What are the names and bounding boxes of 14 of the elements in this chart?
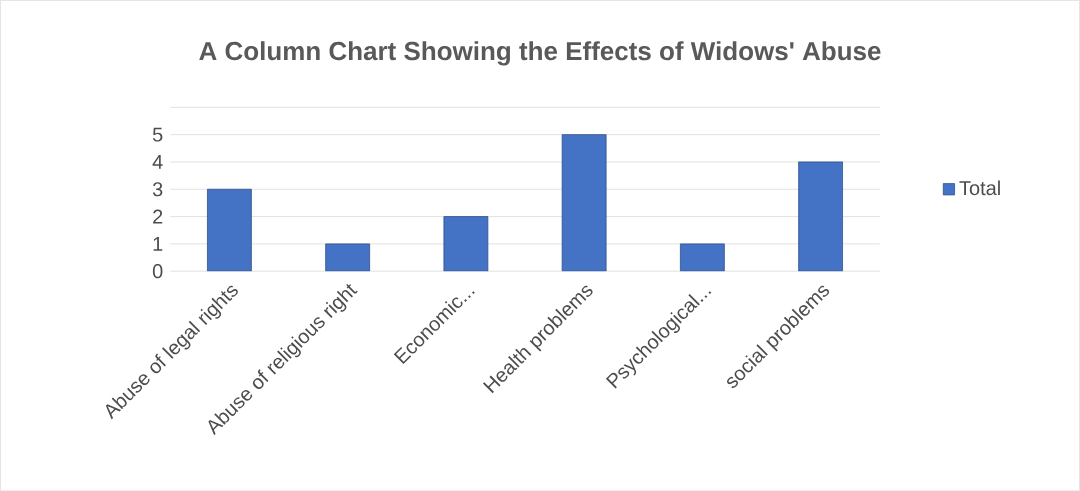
- legend-label: Total: [959, 180, 1000, 195]
- bar: [207, 188, 252, 271]
- bar: [561, 134, 607, 271]
- y-tick-label: 0: [152, 263, 163, 279]
- bar: [325, 243, 371, 271]
- y-tick-label: 5: [152, 127, 163, 142]
- y-tick-label: 4: [152, 154, 163, 169]
- y-tick-label: 3: [152, 181, 163, 197]
- chart-title: A Column Chart Showing the Effects of Widows' Abuse: [199, 40, 881, 66]
- bar: [798, 161, 843, 271]
- y-tick-label: 1: [153, 236, 163, 251]
- y-tick-label: 2: [153, 209, 163, 224]
- bar: [443, 215, 489, 271]
- bar: [679, 243, 725, 271]
